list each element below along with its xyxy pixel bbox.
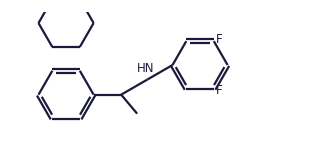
Text: F: F: [216, 84, 223, 97]
Text: F: F: [216, 33, 223, 46]
Text: HN: HN: [137, 62, 154, 75]
